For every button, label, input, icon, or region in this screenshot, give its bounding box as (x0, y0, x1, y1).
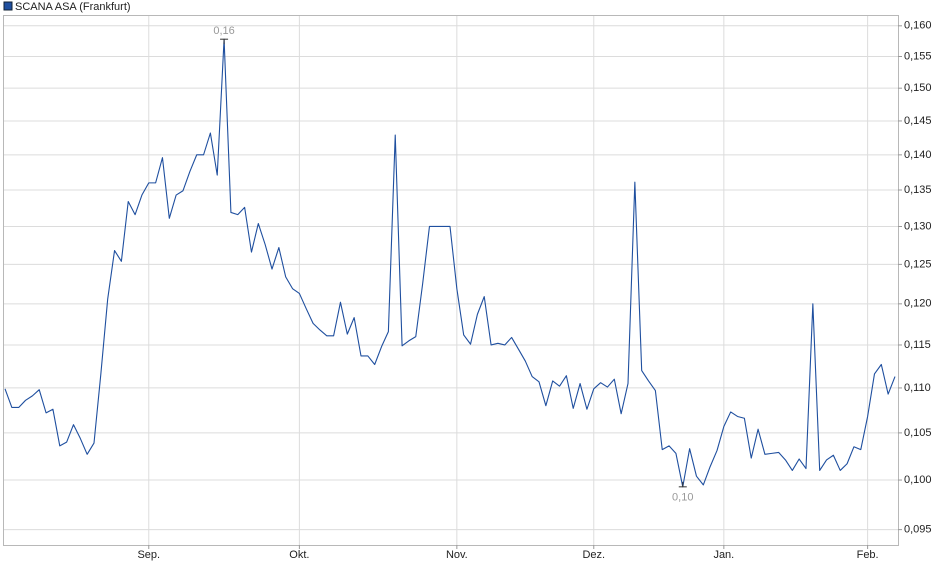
y-tick-label: 0,125 (904, 258, 932, 270)
y-tick-label: 0,105 (904, 427, 932, 439)
legend-label: SCANA ASA (Frankfurt) (15, 1, 131, 13)
y-tick-label: 0,115 (904, 339, 931, 351)
y-tick-label: 0,150 (904, 82, 932, 94)
y-tick-label: 0,095 (904, 524, 932, 536)
value-label: 0,16 (213, 25, 234, 37)
x-tick-label: Feb. (857, 549, 879, 561)
x-tick-label: Sep. (137, 549, 160, 561)
y-tick-label: 0,120 (904, 298, 932, 310)
x-tick-label: Okt. (289, 549, 309, 561)
y-tick-label: 0,100 (904, 474, 932, 486)
y-tick-label: 0,140 (904, 149, 932, 161)
value-label: 0,10 (672, 492, 693, 504)
legend-swatch (3, 1, 13, 11)
price-line (4, 38, 896, 488)
y-tick-label: 0,130 (904, 220, 932, 232)
y-tick-label: 0,135 (904, 184, 932, 196)
y-tick-label: 0,155 (904, 50, 932, 62)
x-tick-label: Nov. (446, 549, 468, 561)
x-tick-label: Dez. (582, 549, 605, 561)
y-tick-label: 0,145 (904, 115, 932, 127)
x-tick-label: Jan. (713, 549, 734, 561)
y-tick-label: 0,110 (904, 382, 931, 394)
plot-frame (3, 15, 899, 546)
y-tick-label: 0,160 (904, 20, 932, 32)
